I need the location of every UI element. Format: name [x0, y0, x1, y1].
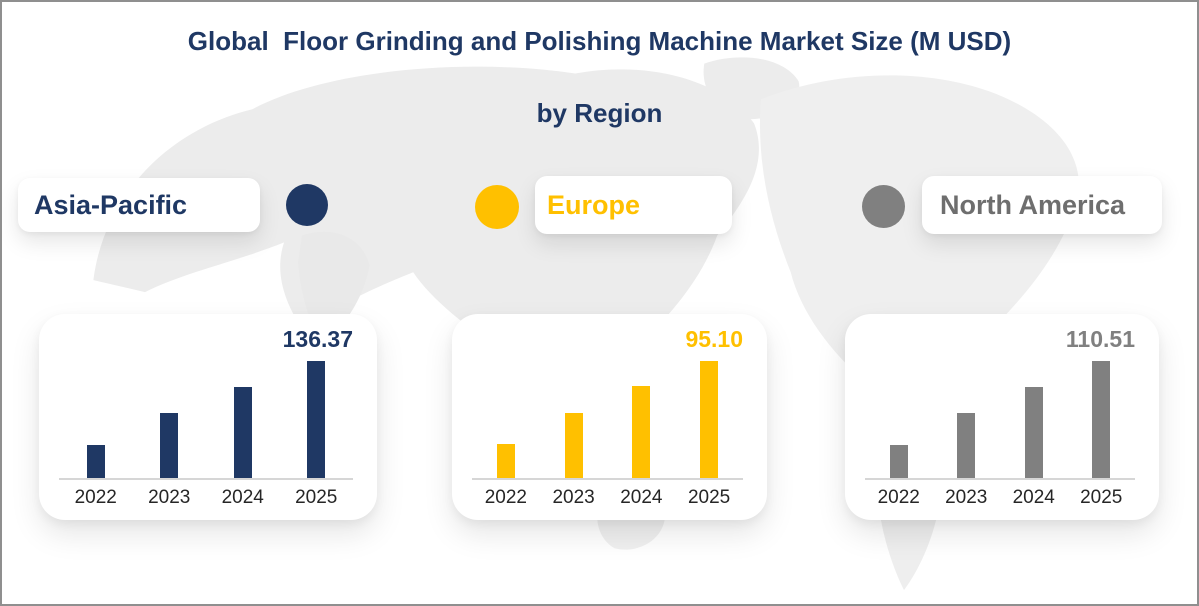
x-axis-labels: 2022 2023 2024 2025 [865, 480, 1135, 509]
legend-label-europe: Europe [547, 189, 641, 220]
x-tick-label: 2025 [1080, 487, 1123, 508]
bar-asia-pacific-2022 [86, 445, 105, 478]
bar-asia-pacific-2024 [233, 387, 252, 478]
chart-card-north-america: 110.51 2022 2023 2024 2025 [845, 314, 1159, 520]
bar-column-2025 [675, 361, 743, 478]
legend-label-north-america: North America [940, 189, 1126, 220]
bar-north-america-2025 [1092, 361, 1111, 478]
plot-area [59, 348, 353, 480]
bar-column-2023 [133, 413, 207, 478]
bar-chart-asia-pacific: 2022 2023 2024 2025 [59, 348, 353, 510]
legend-dot-asia-pacific [286, 184, 328, 226]
legend-label-asia-pacific: Asia-Pacific [34, 189, 188, 220]
x-tick-label: 2025 [295, 487, 338, 508]
bar-chart-north-america: 2022 2023 2024 2025 [865, 348, 1135, 510]
bar-column-2023 [933, 413, 1001, 478]
x-tick-label: 2022 [74, 487, 117, 508]
chart-card-europe: 95.10 2022 2023 2024 2025 [452, 314, 767, 520]
bar-column-2022 [865, 445, 933, 478]
x-axis-labels: 2022 2023 2024 2025 [59, 480, 353, 509]
x-tick-label: 2023 [552, 487, 595, 508]
bar-column-2023 [540, 413, 608, 478]
bar-asia-pacific-2023 [160, 413, 179, 478]
bar-europe-2025 [700, 361, 719, 478]
x-tick-label: 2024 [221, 487, 264, 508]
value-label-europe: 95.10 [685, 326, 743, 352]
bar-column-2022 [59, 445, 133, 478]
chart-card-asia-pacific: 136.37 2022 2023 2024 2025 [39, 314, 377, 520]
bar-north-america-2024 [1024, 387, 1043, 478]
bar-chart-europe: 2022 2023 2024 2025 [472, 348, 743, 510]
bar-column-2025 [1068, 361, 1136, 478]
bar-north-america-2022 [889, 445, 908, 478]
x-tick-label: 2023 [148, 487, 191, 508]
bar-north-america-2023 [957, 413, 976, 478]
x-tick-label: 2024 [1012, 487, 1055, 508]
x-axis-labels: 2022 2023 2024 2025 [472, 480, 743, 509]
plot-area [865, 348, 1135, 480]
x-tick-label: 2023 [945, 487, 988, 508]
plot-area [472, 348, 743, 480]
chart-title: Global Floor Grinding and Polishing Mach… [187, 26, 1012, 56]
bar-column-2025 [280, 361, 354, 478]
bar-column-2024 [1000, 387, 1068, 478]
bar-europe-2024 [632, 386, 651, 478]
x-tick-label: 2024 [620, 487, 663, 508]
x-tick-label: 2022 [877, 487, 920, 508]
bar-europe-2022 [496, 444, 515, 478]
chart-subtitle: by Region [536, 98, 663, 128]
x-tick-label: 2025 [687, 487, 731, 508]
value-label-north-america: 110.51 [1065, 326, 1135, 352]
bar-column-2024 [206, 387, 280, 478]
bar-europe-2023 [564, 413, 583, 478]
bar-column-2024 [608, 386, 676, 478]
legend-pill-asia-pacific: Asia-Pacific [18, 178, 260, 232]
value-label-asia-pacific: 136.37 [282, 326, 353, 352]
legend-pill-europe: Europe [535, 176, 732, 234]
x-tick-label: 2022 [484, 487, 528, 508]
bar-column-2022 [472, 444, 540, 478]
legend-pill-north-america: North America [922, 176, 1162, 234]
bar-asia-pacific-2025 [307, 361, 326, 478]
legend-dot-north-america [862, 185, 905, 228]
legend-dot-europe [475, 185, 519, 229]
